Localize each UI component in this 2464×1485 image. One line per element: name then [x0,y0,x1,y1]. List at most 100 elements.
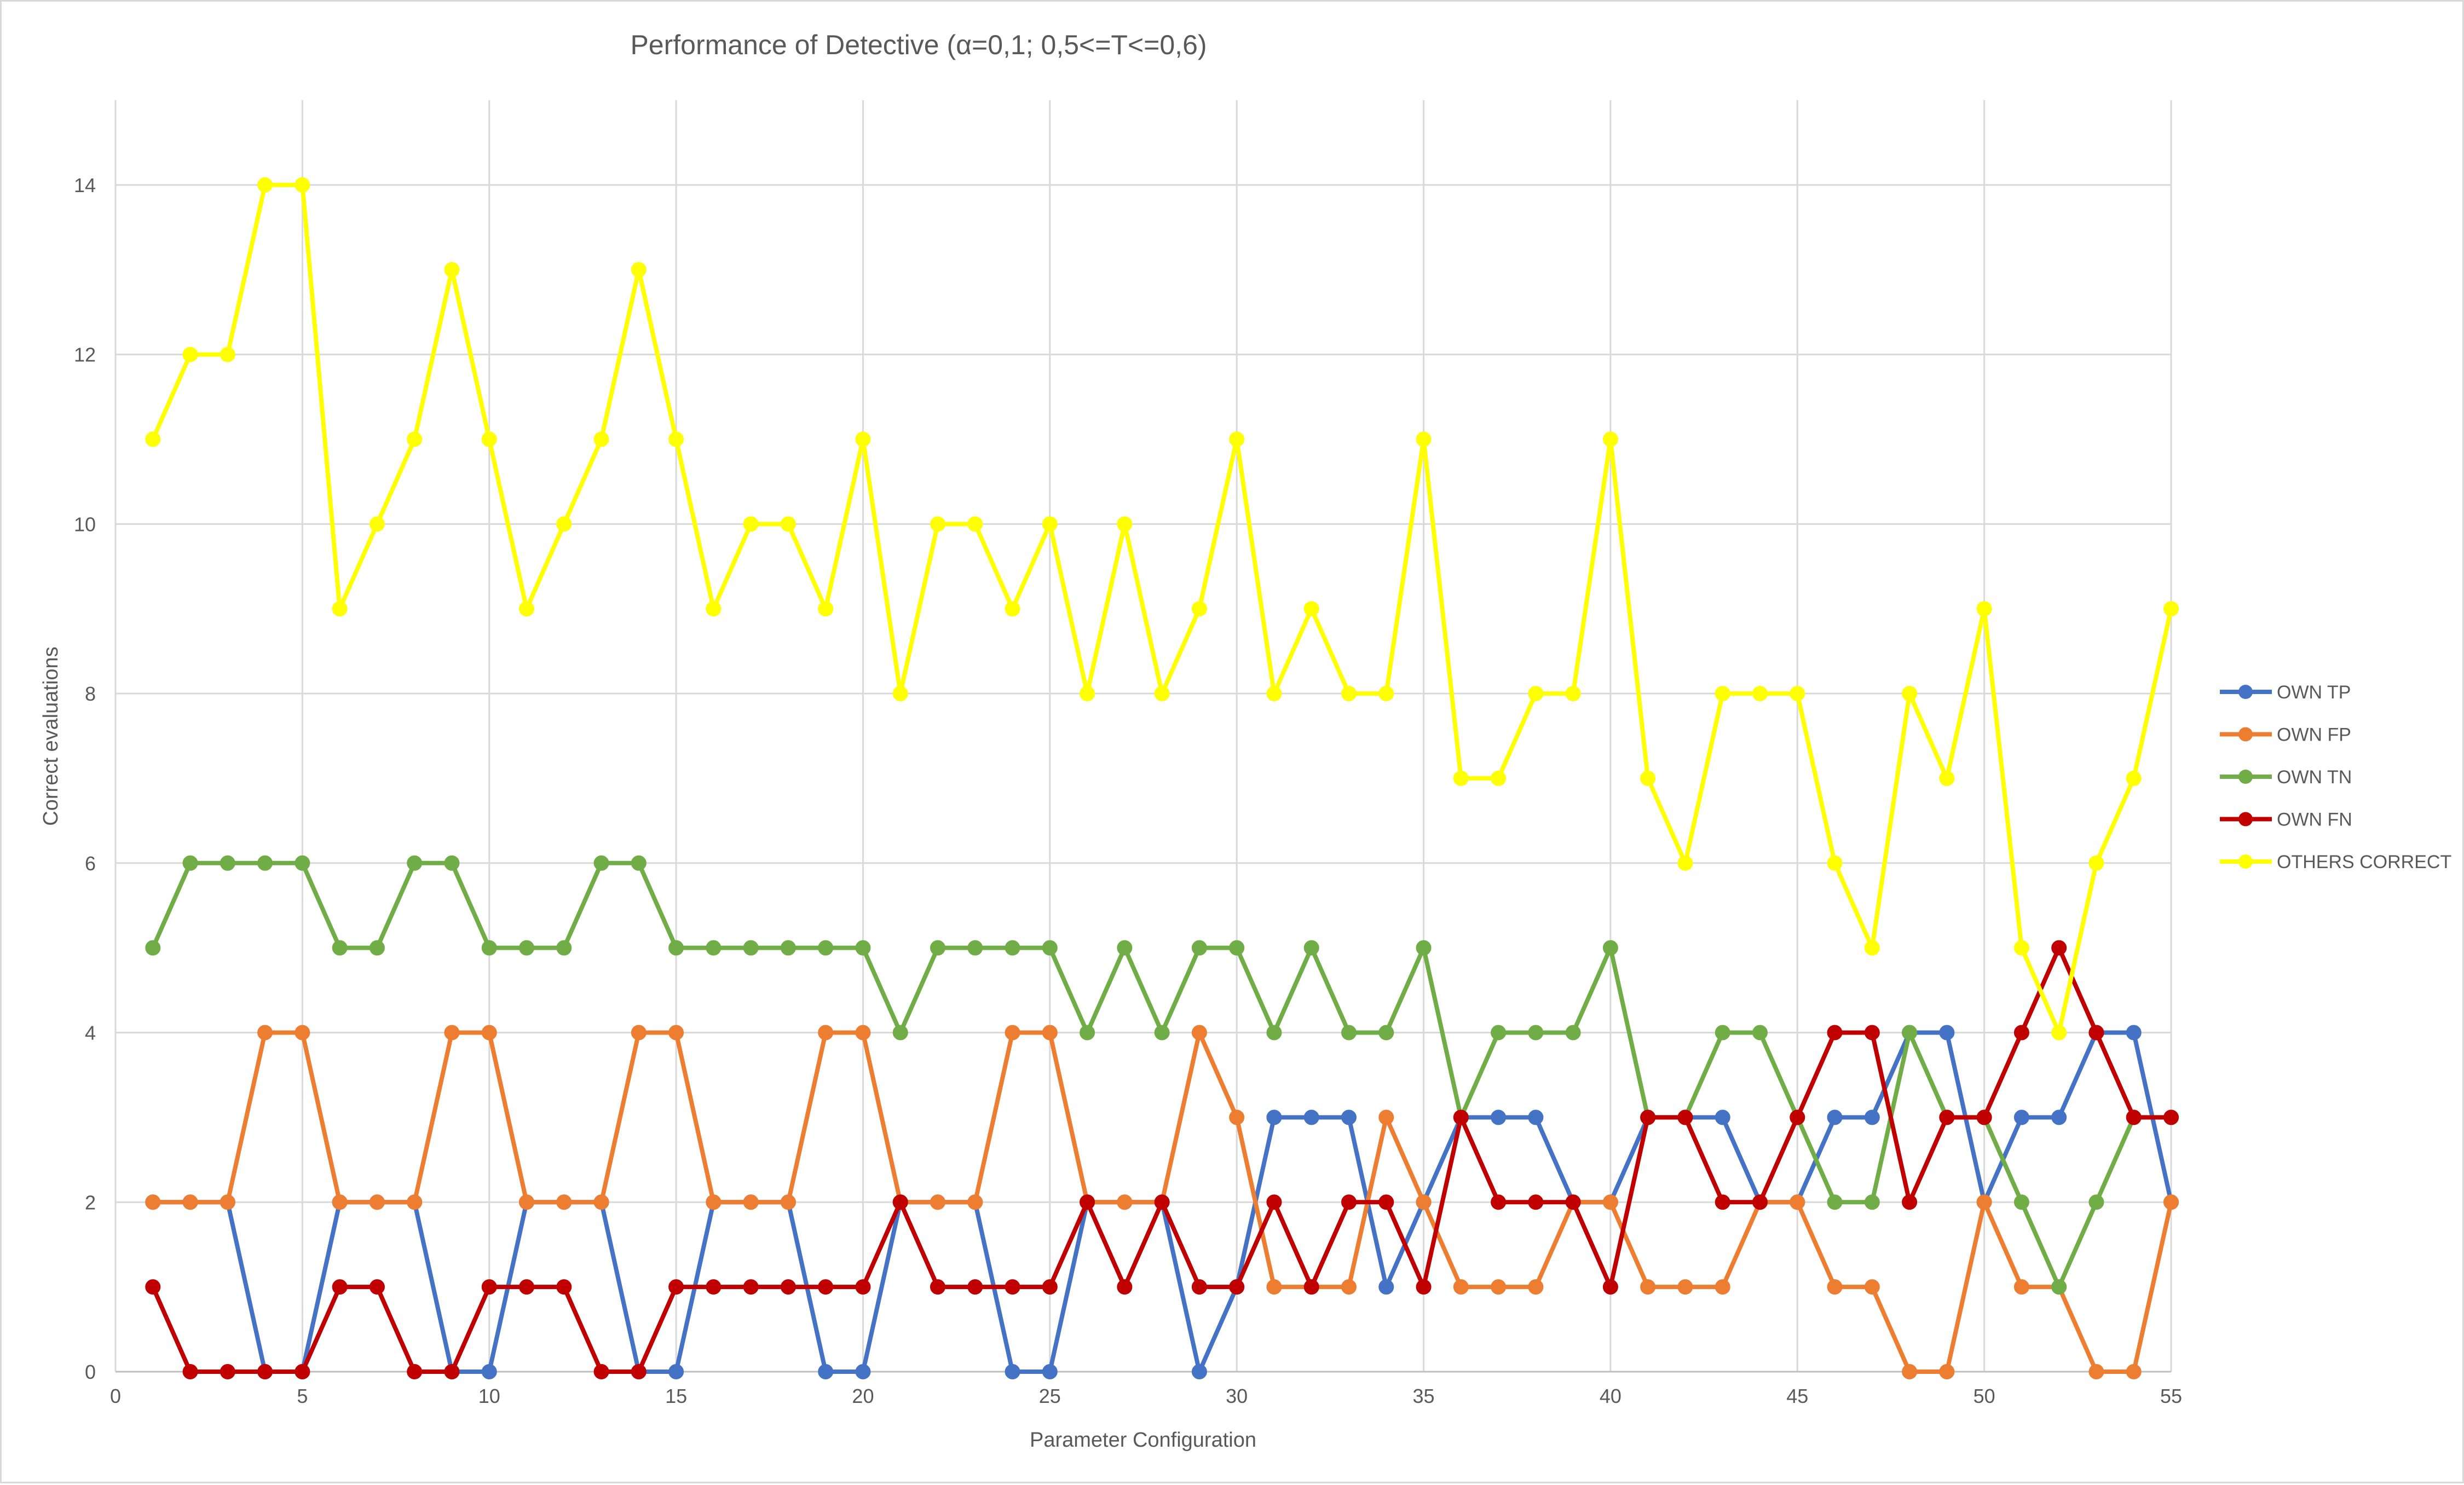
data-point [1902,1194,1918,1210]
data-point [1565,1025,1581,1041]
data-point [706,601,722,617]
data-point [1640,770,1656,786]
chart-title: Performance of Detective (α=0,1; 0,5<=T<… [630,30,1207,60]
data-point [967,1279,983,1295]
data-point [556,1194,572,1210]
data-point [1154,686,1170,702]
data-point [668,1364,684,1379]
data-point [1191,601,1207,617]
data-point [1416,940,1432,956]
data-point [1902,1025,1918,1041]
data-point [145,1194,161,1210]
data-point [1266,686,1282,702]
data-point [407,855,423,871]
data-point [1154,1025,1170,1041]
legend-swatch-marker [2238,727,2253,742]
data-point [1528,1279,1544,1295]
data-point [145,431,161,447]
data-point [1416,1194,1432,1210]
data-point [1902,686,1918,702]
data-point [182,1364,198,1379]
data-point [2126,1025,2142,1041]
data-point [1677,855,1693,871]
legend-item: OWN FN [2220,810,2352,830]
data-point [2051,1279,2067,1295]
data-point [257,855,273,871]
data-point [2051,1025,2067,1041]
data-point [1715,1025,1730,1041]
data-point [1117,1194,1133,1210]
legend-label: OTHERS CORRECT [2277,852,2451,872]
data-point [407,1194,423,1210]
data-point [593,1364,609,1379]
data-point [369,940,385,956]
data-point [1080,1025,1095,1041]
data-point [892,686,908,702]
data-point [1677,1279,1693,1295]
data-point [967,1194,983,1210]
data-point [1491,1279,1507,1295]
data-point [1602,1194,1618,1210]
data-point [295,177,310,193]
x-tick-label: 55 [2160,1385,2182,1407]
data-point [295,855,310,871]
data-point [519,940,534,956]
data-point [1378,1279,1394,1295]
data-point [1864,1194,1880,1210]
data-point [1378,1194,1394,1210]
legend-swatch-marker [2238,770,2253,784]
x-tick-label: 40 [1600,1385,1621,1407]
data-point [2051,1110,2067,1125]
data-point [930,1194,945,1210]
data-point [2013,1110,2029,1125]
data-point [182,346,198,362]
data-point [1229,431,1245,447]
series-others-correct [145,177,2179,1041]
y-tick-label: 10 [74,513,96,535]
data-point [1602,431,1618,447]
data-point [1939,1364,1955,1379]
data-point [2088,1194,2104,1210]
data-point [1005,1025,1020,1041]
data-point [257,177,273,193]
data-point [2163,601,2179,617]
data-point [668,1279,684,1295]
data-point [1491,1110,1507,1125]
data-point [1528,1110,1544,1125]
data-point [855,1279,871,1295]
data-point [930,940,945,956]
data-point [1864,1279,1880,1295]
data-point [1005,940,1020,956]
data-point [2013,1279,2029,1295]
data-point [1453,1110,1469,1125]
data-point [743,516,759,532]
data-point [332,1279,348,1295]
data-point [1491,1194,1507,1210]
data-point [855,1364,871,1379]
data-point [1229,1279,1245,1295]
data-point [145,1279,161,1295]
data-point [855,940,871,956]
data-point [1640,1279,1656,1295]
data-point [593,431,609,447]
data-point [369,516,385,532]
data-point [631,1025,647,1041]
data-point [1491,1025,1507,1041]
legend-swatch-marker [2238,685,2253,699]
data-point [780,1279,796,1295]
data-point [1378,1025,1394,1041]
data-point [1378,1110,1394,1125]
data-point [780,516,796,532]
data-point [295,1025,310,1041]
data-point [556,516,572,532]
data-point [481,431,497,447]
y-tick-label: 6 [85,852,96,875]
series-own-fn [145,940,2179,1379]
data-point [1752,1025,1768,1041]
data-point [145,940,161,956]
x-tick-label: 45 [1786,1385,1808,1407]
x-tick-label: 20 [852,1385,874,1407]
x-tick-label: 10 [478,1385,500,1407]
data-point [1080,1194,1095,1210]
